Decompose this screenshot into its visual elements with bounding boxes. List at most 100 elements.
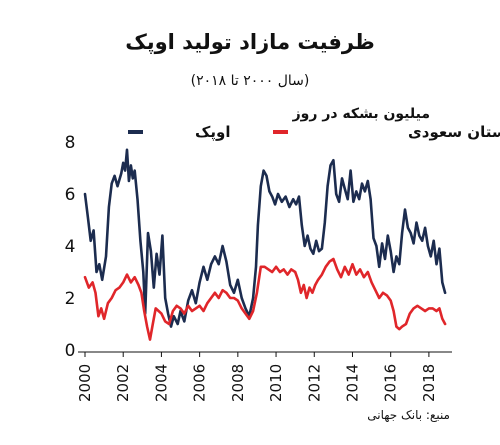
data-point bbox=[282, 268, 285, 271]
y-tick-label: 4 bbox=[65, 237, 76, 257]
data-point bbox=[421, 239, 424, 242]
data-point bbox=[444, 323, 446, 325]
data-point bbox=[167, 312, 170, 315]
data-point bbox=[187, 304, 190, 307]
data-point bbox=[143, 310, 146, 312]
data-point bbox=[146, 325, 149, 328]
data-point bbox=[407, 226, 409, 229]
data-point bbox=[405, 323, 407, 325]
data-point bbox=[183, 312, 186, 315]
data-point bbox=[198, 281, 201, 284]
series-line-saudi bbox=[83, 257, 447, 341]
data-point bbox=[155, 252, 158, 255]
data-point bbox=[290, 268, 293, 271]
data-point bbox=[369, 198, 372, 201]
data-point bbox=[372, 237, 375, 240]
data-point bbox=[280, 200, 283, 203]
data-point bbox=[97, 315, 100, 318]
data-point bbox=[315, 239, 318, 242]
data-point bbox=[206, 302, 209, 305]
data-point bbox=[321, 247, 323, 250]
data-point bbox=[98, 263, 101, 266]
data-point bbox=[217, 263, 220, 266]
data-point bbox=[294, 271, 297, 273]
data-point bbox=[116, 185, 119, 188]
data-point bbox=[240, 307, 243, 310]
data-point bbox=[137, 284, 140, 286]
legend-label: عربستان سعودی bbox=[408, 123, 500, 141]
data-point bbox=[149, 338, 151, 341]
axes: 0 2 4 6 8 2000 2002 2004 2006 2008 2010 2012 2014 201… bbox=[65, 133, 452, 402]
data-point bbox=[382, 291, 384, 294]
data-point bbox=[412, 242, 415, 245]
data-point bbox=[401, 325, 403, 328]
data-point bbox=[170, 325, 172, 328]
data-point bbox=[210, 297, 213, 299]
data-point bbox=[89, 239, 92, 242]
x-tick-label: 2008 bbox=[229, 364, 247, 402]
x-tick-label: 2014 bbox=[343, 364, 361, 402]
data-point bbox=[351, 263, 354, 266]
data-point bbox=[257, 224, 259, 227]
data-point bbox=[298, 195, 300, 198]
data-point bbox=[150, 250, 152, 253]
data-point bbox=[274, 203, 276, 206]
data-point bbox=[441, 317, 444, 320]
data-point bbox=[427, 245, 429, 247]
data-point bbox=[366, 180, 369, 182]
data-point bbox=[359, 268, 361, 271]
data-point bbox=[164, 297, 167, 299]
data-point bbox=[318, 250, 320, 253]
data-point bbox=[183, 320, 186, 323]
data-point bbox=[424, 226, 426, 229]
data-point bbox=[252, 310, 255, 312]
data-point bbox=[374, 289, 377, 292]
data-point bbox=[370, 281, 373, 284]
data-point bbox=[300, 291, 302, 294]
data-point bbox=[91, 281, 94, 284]
data-point bbox=[256, 291, 258, 294]
data-point bbox=[312, 252, 315, 255]
data-point bbox=[420, 307, 423, 310]
series-group bbox=[83, 148, 447, 328]
data-point bbox=[187, 299, 190, 302]
data-point bbox=[305, 297, 308, 299]
data-point bbox=[229, 297, 232, 299]
data-point bbox=[103, 317, 105, 320]
data-point bbox=[92, 229, 95, 232]
data-point bbox=[164, 320, 167, 323]
data-point bbox=[311, 291, 314, 294]
data-point bbox=[221, 289, 224, 292]
data-point bbox=[404, 208, 406, 211]
data-point bbox=[120, 172, 123, 175]
data-point bbox=[300, 224, 303, 227]
data-point bbox=[340, 276, 342, 279]
data-point bbox=[139, 239, 142, 242]
data-point bbox=[286, 273, 289, 276]
data-point bbox=[431, 307, 434, 310]
data-point bbox=[302, 284, 305, 286]
data-point bbox=[126, 148, 128, 151]
data-point bbox=[157, 310, 160, 312]
data-point bbox=[317, 278, 319, 281]
x-tick-label: 2004 bbox=[152, 364, 170, 402]
data-point bbox=[363, 276, 365, 279]
data-point bbox=[343, 187, 346, 190]
data-point bbox=[202, 265, 205, 268]
data-point bbox=[259, 185, 262, 188]
data-point bbox=[389, 299, 392, 302]
chart-title: ظرفیت مازاد تولید اوپک bbox=[125, 30, 375, 54]
data-point bbox=[202, 310, 205, 312]
data-point bbox=[432, 239, 435, 242]
data-point bbox=[386, 234, 389, 237]
data-point bbox=[409, 232, 412, 234]
data-point bbox=[412, 307, 415, 310]
data-point bbox=[240, 297, 243, 299]
data-point bbox=[295, 203, 297, 206]
data-point bbox=[408, 312, 411, 315]
data-point bbox=[352, 200, 355, 203]
data-point bbox=[309, 247, 312, 250]
data-point bbox=[127, 180, 130, 182]
data-point bbox=[244, 312, 247, 315]
data-point bbox=[124, 169, 126, 172]
